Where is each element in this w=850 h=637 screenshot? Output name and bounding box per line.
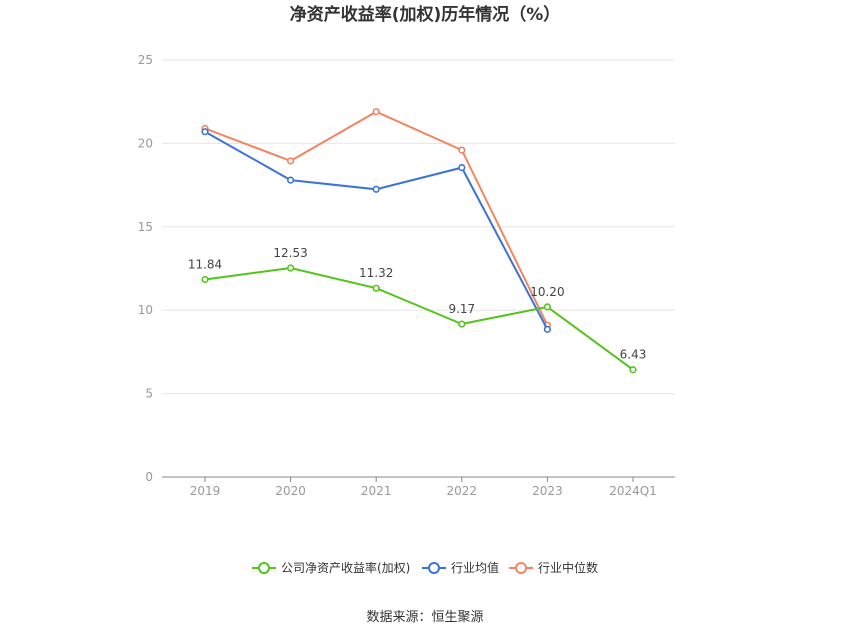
y-axis: 0 5 10 15 20 25	[138, 53, 153, 484]
x-tick-label: 2019	[190, 484, 221, 498]
x-tick-label: 2020	[275, 484, 306, 498]
data-label: 10.20	[530, 285, 564, 299]
data-label: 6.43	[620, 348, 647, 362]
series-line	[204, 266, 634, 371]
data-point	[458, 320, 466, 328]
data-point	[287, 264, 295, 272]
legend-swatch-marker	[428, 562, 440, 574]
data-point	[543, 325, 552, 333]
data-point	[287, 176, 295, 184]
data-point	[372, 108, 380, 116]
data-point	[372, 284, 380, 292]
legend-label: 行业中位数	[538, 560, 598, 575]
y-tick-label: 25	[138, 53, 153, 67]
x-tick-label: 2023	[532, 484, 563, 498]
y-tick-label: 10	[138, 303, 153, 317]
data-point	[543, 303, 552, 311]
y-tick-label: 0	[145, 470, 153, 484]
data-point	[287, 157, 295, 165]
x-axis: 2019 2020 2021 2022 2023 2024Q1	[162, 476, 675, 498]
grid-lines	[162, 59, 675, 395]
data-point	[458, 146, 466, 154]
series-line	[204, 130, 549, 330]
chart-title: 净资产收益率(加权)历年情况（%）	[290, 4, 561, 25]
data-source: 数据来源：恒生聚源	[366, 610, 483, 625]
series-layer: 11.84 12.53 11.32 9.17 10.20 6.43	[188, 108, 647, 374]
data-label: 9.17	[448, 302, 475, 316]
data-point	[629, 366, 637, 374]
y-tick-label: 20	[138, 136, 153, 150]
data-point	[458, 163, 466, 172]
y-tick-label: 5	[145, 387, 153, 401]
data-label: 12.53	[273, 246, 307, 260]
data-point	[201, 275, 209, 284]
legend[interactable]: 公司净资产收益率(加权) 行业均值 行业中位数	[252, 560, 598, 575]
legend-label: 行业均值	[451, 560, 499, 575]
x-tick-label: 2024Q1	[609, 484, 657, 498]
data-label: 11.32	[359, 266, 393, 280]
y-tick-label: 15	[138, 220, 153, 234]
data-point	[372, 185, 380, 193]
x-tick-label: 2022	[447, 484, 478, 498]
legend-swatch-marker	[515, 562, 527, 574]
x-tick-label: 2021	[361, 484, 392, 498]
data-point	[201, 128, 209, 136]
data-label: 11.84	[188, 258, 222, 272]
legend-label: 公司净资产收益率(加权)	[281, 560, 410, 575]
legend-swatch-marker	[258, 562, 270, 574]
